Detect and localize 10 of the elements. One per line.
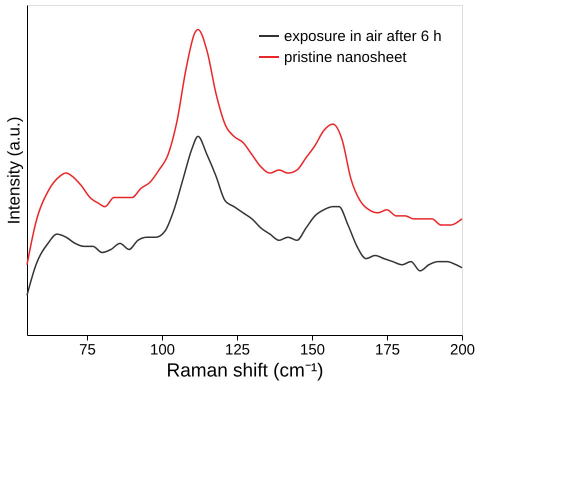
x-tick-label: 100 [150, 342, 176, 358]
x-axis-title: Raman shift (cm⁻¹) [166, 360, 324, 382]
x-tick-label: 75 [79, 342, 96, 358]
legend-label: pristine nanosheet [284, 49, 408, 66]
x-tick-label: 150 [300, 342, 326, 358]
x-tick-label: 200 [450, 342, 476, 358]
x-tick-label: 175 [374, 342, 400, 358]
legend-label: exposure in air after 6 h [284, 28, 442, 45]
y-axis-title: Intensity (a.u.) [4, 116, 24, 224]
x-tick-label: 125 [224, 342, 250, 358]
